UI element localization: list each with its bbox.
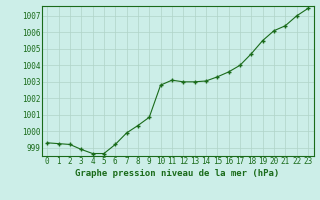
X-axis label: Graphe pression niveau de la mer (hPa): Graphe pression niveau de la mer (hPa) (76, 169, 280, 178)
